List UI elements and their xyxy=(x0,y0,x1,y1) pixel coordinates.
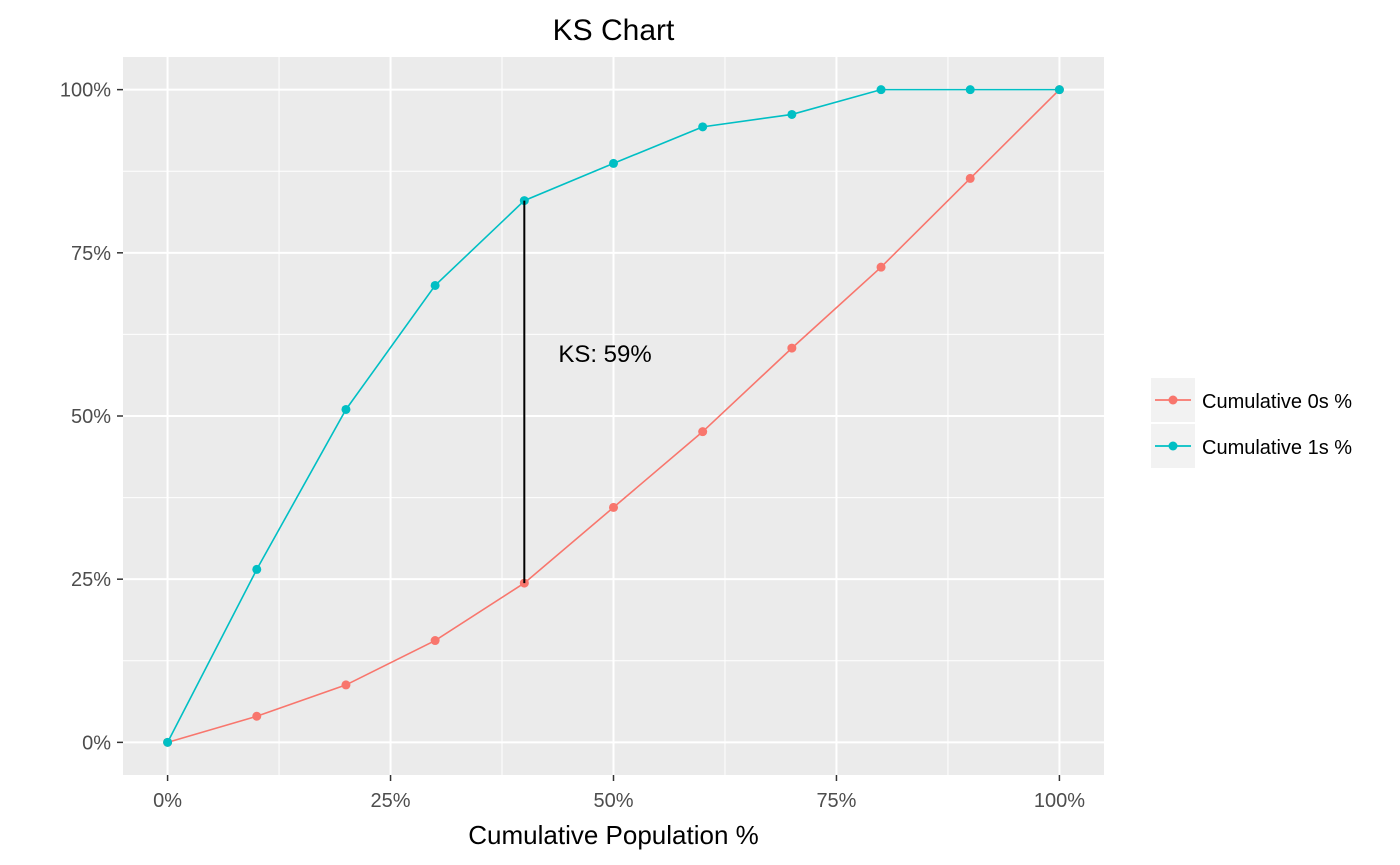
data-point xyxy=(698,427,708,437)
legend-key-point xyxy=(1168,395,1178,405)
legend-label: Cumulative 1s % xyxy=(1202,437,1352,459)
x-axis-title: Cumulative Population % xyxy=(468,820,759,850)
data-point xyxy=(252,564,262,574)
data-point xyxy=(609,158,618,168)
y-axis-ticks: 0% 25% 50% 75% 100% xyxy=(60,80,123,754)
data-point xyxy=(698,122,708,132)
x-tick-label: 25% xyxy=(371,790,411,812)
x-tick-label: 75% xyxy=(816,790,856,812)
series-layer xyxy=(163,85,1064,747)
data-point xyxy=(876,85,886,95)
legend-label: Cumulative 0s % xyxy=(1202,391,1352,413)
data-point xyxy=(876,262,886,272)
data-point xyxy=(430,280,440,290)
legend: Cumulative 0s % Cumulative 1s % xyxy=(1151,378,1352,468)
x-tick-label: 0% xyxy=(153,790,182,812)
y-tick-label: 75% xyxy=(71,243,111,265)
data-point xyxy=(163,737,173,747)
major-gridlines xyxy=(123,57,1104,775)
data-point xyxy=(609,502,618,512)
data-point xyxy=(965,173,975,183)
annotation-layer: KS: 59% xyxy=(523,200,652,584)
ks-annotation-label: KS: 59% xyxy=(558,341,651,368)
chart-title: KS Chart xyxy=(553,14,675,47)
data-point xyxy=(965,85,975,95)
y-tick-label: 50% xyxy=(71,406,111,428)
data-point xyxy=(341,680,351,690)
data-point xyxy=(787,343,797,353)
x-axis-ticks: 0% 25% 50% 75% 100% xyxy=(153,775,1085,812)
data-point xyxy=(430,636,440,646)
x-tick-label: 100% xyxy=(1034,790,1085,812)
y-tick-label: 0% xyxy=(82,732,111,754)
x-tick-label: 50% xyxy=(593,790,633,812)
y-tick-label: 100% xyxy=(60,80,111,102)
data-point xyxy=(787,109,797,119)
legend-key-point xyxy=(1168,441,1178,451)
data-point xyxy=(341,404,351,414)
data-point xyxy=(1054,85,1064,95)
y-tick-label: 25% xyxy=(71,569,111,591)
data-point xyxy=(252,711,262,721)
